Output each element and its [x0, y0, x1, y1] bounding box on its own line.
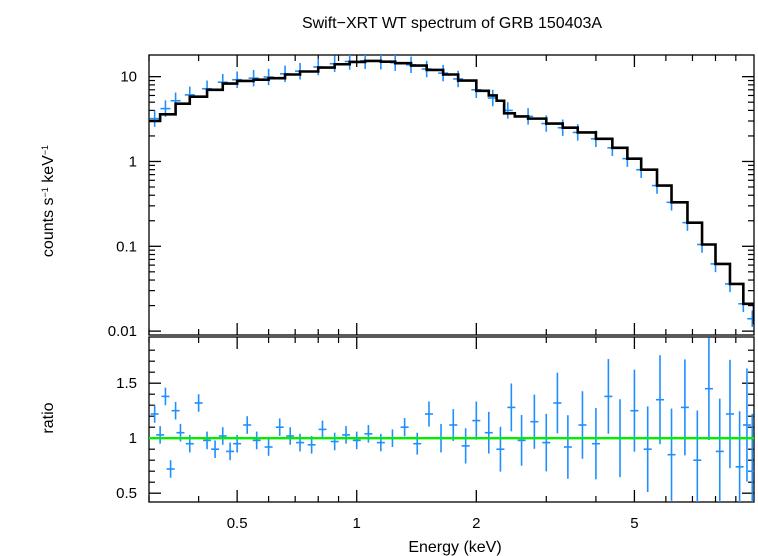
y-tick-label: 0.1 [116, 238, 137, 255]
spectrum-frame [148, 54, 755, 336]
y-axis-title-spectrum: counts s−1 keV−1 [40, 145, 57, 257]
y-axis-title-ratio: ratio [40, 402, 57, 433]
ratio-y-tick-label: 0.5 [116, 485, 137, 502]
y-tick-label: 0.01 [108, 323, 137, 340]
x-tick-label: 0.5 [227, 515, 248, 532]
ratio-frame [148, 336, 755, 503]
ratio-y-tick-label: 1 [129, 430, 137, 447]
spectrum-plot-area [149, 55, 754, 327]
ratio-plot-area [149, 337, 754, 502]
x-tick-label: 1 [353, 515, 361, 532]
spectrum-model-line [149, 59, 754, 325]
x-tick-label: 5 [630, 515, 638, 532]
ratio-y-tick-label: 1.5 [116, 375, 137, 392]
spectrum-panel: 0.01 0.1 1 10 [108, 54, 755, 340]
y-axis-title-mid: keV [40, 155, 57, 187]
y-axis-title-sup1: −1 [40, 187, 50, 197]
y-axis-title-sup2: −1 [40, 145, 50, 155]
x-tick-label: 2 [472, 515, 480, 532]
ratio-panel: 0.5 1 2 5 0.5 1 1.5 [116, 336, 755, 532]
y-tick-label: 1 [129, 153, 137, 170]
y-tick-label: 10 [120, 69, 137, 86]
x-axis-title: Energy (keV) [408, 539, 501, 556]
y-axis-title-main: counts s [40, 197, 57, 257]
chart-title: Swift−XRT WT spectrum of GRB 150403A [302, 15, 602, 32]
